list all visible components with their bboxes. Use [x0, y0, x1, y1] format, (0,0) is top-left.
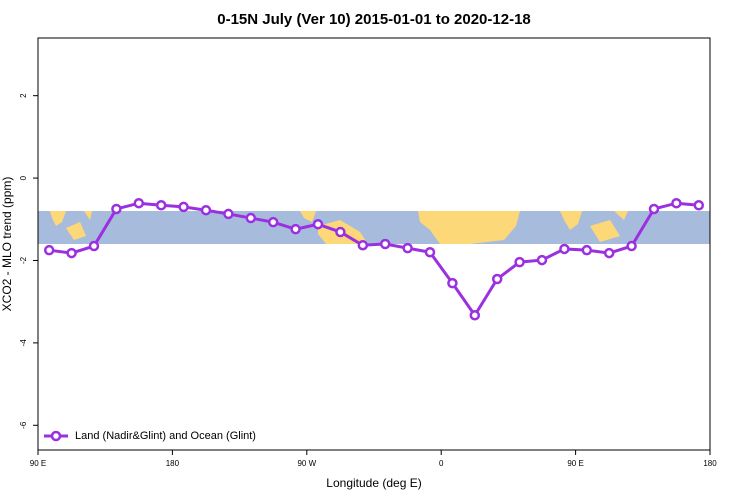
y-tick-label: -2: [19, 256, 28, 264]
x-tick-label: 90 E: [30, 459, 46, 468]
data-point: [626, 240, 637, 252]
y-tick-label: -4: [19, 339, 28, 347]
data-point: [603, 247, 615, 259]
data-point: [559, 243, 570, 255]
data-point: [111, 203, 122, 215]
data-point: [267, 216, 279, 228]
x-tick-label: 180: [166, 459, 180, 468]
x-tick-label: 0: [439, 459, 444, 468]
y-axis-label: XCO2 - MLO trend (ppm): [0, 177, 14, 312]
data-point: [447, 277, 458, 289]
legend-label: Land (Nadir&Glint) and Ocean (Glint): [75, 430, 256, 442]
data-point: [648, 203, 660, 215]
legend-marker: [50, 430, 62, 442]
chart-title: 0-15N July (Ver 10) 2015-01-01 to 2020-1…: [217, 11, 531, 28]
data-point: [155, 200, 167, 211]
data-point: [43, 244, 55, 256]
data-point: [312, 218, 324, 230]
y-tick-label: 0: [19, 175, 28, 180]
data-point: [514, 256, 525, 268]
data-point: [133, 197, 145, 209]
plot-frame: [37, 37, 711, 451]
data-point: [379, 238, 391, 250]
data-point: [693, 200, 705, 211]
data-point: [223, 208, 234, 220]
x-axis-label: Longitude (deg E): [326, 476, 421, 490]
data-point: [335, 226, 346, 238]
data-point: [245, 212, 257, 224]
data-point: [536, 254, 548, 266]
x-tick-label: 180: [703, 459, 717, 468]
y-tick-label: 2: [19, 93, 28, 98]
data-point: [469, 310, 481, 321]
data-point: [88, 240, 100, 252]
data-point: [200, 204, 212, 216]
x-tick-label: 90 W: [297, 459, 316, 468]
data-point: [581, 244, 593, 256]
data-point: [424, 246, 436, 258]
data-point: [357, 239, 369, 251]
y-tick-label: -6: [19, 421, 28, 429]
data-point: [491, 273, 503, 285]
data-point: [66, 247, 77, 259]
data-point: [671, 197, 682, 209]
data-point: [178, 201, 189, 213]
data-point: [290, 223, 301, 235]
data-point: [402, 242, 413, 254]
x-tick-label: 90 E: [567, 459, 583, 468]
